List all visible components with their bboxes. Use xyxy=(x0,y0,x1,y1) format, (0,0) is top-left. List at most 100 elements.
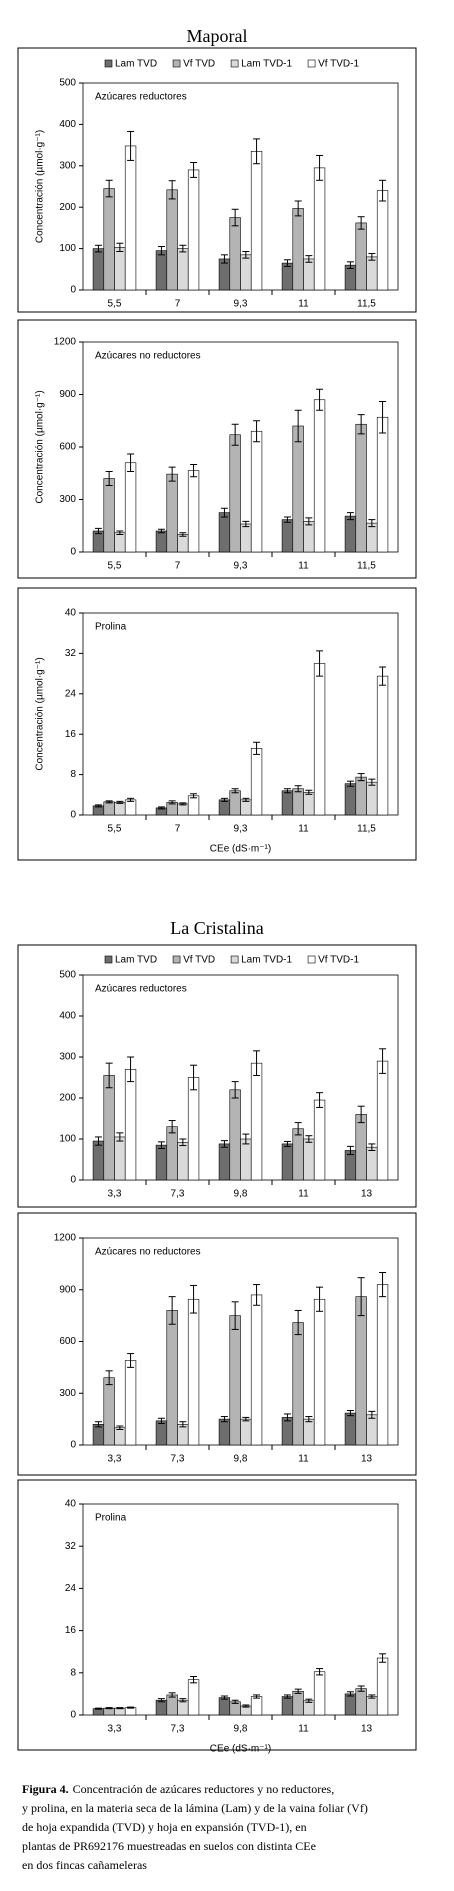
error-bar xyxy=(283,1140,291,1147)
error-bar xyxy=(346,512,354,521)
legend-label: Vf TVD-1 xyxy=(318,955,359,966)
bar xyxy=(187,169,200,291)
bar xyxy=(103,1075,115,1181)
x-tick-label: 7,3 xyxy=(171,1724,185,1735)
error-bar xyxy=(94,527,102,535)
error-bar xyxy=(179,1138,187,1147)
bar xyxy=(218,799,231,816)
error-bar xyxy=(220,1695,228,1700)
legend-swatch xyxy=(104,955,113,964)
bar xyxy=(240,523,252,553)
y-tick-label: 0 xyxy=(70,1175,76,1186)
error-bar xyxy=(368,778,376,786)
bar xyxy=(155,1699,168,1716)
error-bar xyxy=(179,1421,187,1428)
y-tick-label: 0 xyxy=(70,810,76,821)
legend-swatch xyxy=(230,59,239,68)
error-bar xyxy=(105,1062,113,1089)
y-tick-label: 900 xyxy=(59,1284,76,1295)
y-tick-label: 200 xyxy=(59,1093,76,1104)
bar xyxy=(114,802,126,816)
legend-label: Lam TVD xyxy=(115,955,157,966)
bar xyxy=(250,1696,263,1716)
bar xyxy=(177,1424,189,1446)
error-bar xyxy=(116,530,124,535)
x-tick-label: 13 xyxy=(361,1724,373,1735)
bar xyxy=(313,167,326,291)
x-tick-label: 11 xyxy=(298,824,309,835)
bar xyxy=(229,790,241,816)
bar xyxy=(187,1077,200,1181)
caption-label: Figura 4. xyxy=(22,1782,69,1796)
legend-label: Vf TVD xyxy=(183,955,215,966)
error-bar xyxy=(253,1050,261,1076)
error-bar xyxy=(168,1692,176,1698)
bar xyxy=(313,1671,326,1716)
error-bar xyxy=(242,797,250,802)
legend-swatch xyxy=(104,59,113,68)
chart-frame xyxy=(17,47,417,313)
bar xyxy=(166,1694,178,1716)
legend-swatch xyxy=(230,955,239,964)
error-bar xyxy=(220,1416,228,1423)
error-bar xyxy=(220,1140,228,1148)
bar xyxy=(250,151,263,291)
y-tick-label: 500 xyxy=(59,970,76,981)
x-tick-label: 5,5 xyxy=(108,299,122,310)
error-bar xyxy=(179,802,187,806)
error-bar xyxy=(346,1410,354,1417)
error-bar xyxy=(190,464,198,478)
error-bar xyxy=(368,519,376,528)
error-bar xyxy=(179,532,187,537)
error-bar xyxy=(231,208,239,227)
bar xyxy=(103,1707,115,1716)
error-bar xyxy=(94,1707,102,1710)
legend-label: Vf TVD-1 xyxy=(318,59,359,70)
x-tick-label: 9,3 xyxy=(234,561,248,572)
bar xyxy=(292,1690,304,1716)
bar xyxy=(366,781,378,816)
error-bar xyxy=(316,1668,324,1676)
y-tick-label: 16 xyxy=(65,729,77,740)
y-tick-label: 400 xyxy=(59,119,76,130)
bar xyxy=(177,248,189,291)
error-bar xyxy=(294,1309,302,1336)
y-tick-label: 24 xyxy=(65,688,77,699)
error-bar xyxy=(379,179,387,202)
bar xyxy=(313,1298,326,1446)
x-tick-label: 11,5 xyxy=(357,561,376,572)
error-bar xyxy=(346,1145,354,1156)
bar xyxy=(240,799,252,816)
error-bar xyxy=(127,1353,135,1368)
bar xyxy=(155,250,168,291)
bar xyxy=(155,1144,168,1181)
y-tick-label: 8 xyxy=(70,1667,76,1678)
error-bar xyxy=(316,1092,324,1108)
bar xyxy=(344,515,357,553)
bar xyxy=(313,1099,326,1181)
bar xyxy=(376,1284,389,1446)
bar xyxy=(250,430,263,553)
error-bar xyxy=(283,259,291,267)
bar xyxy=(124,1360,137,1446)
chart-title: Azúcares reductores xyxy=(95,984,187,995)
y-tick-label: 300 xyxy=(59,1052,76,1063)
error-bar xyxy=(105,1707,113,1710)
bar xyxy=(366,256,378,291)
error-bar xyxy=(305,1698,313,1703)
bar xyxy=(313,399,326,553)
bar xyxy=(250,748,263,816)
bar xyxy=(218,1143,231,1181)
error-bar xyxy=(316,650,324,677)
bar xyxy=(229,434,241,553)
bar xyxy=(218,1697,231,1716)
bar xyxy=(355,1114,367,1181)
bar xyxy=(187,470,200,553)
y-axis-label: Concentración (µmol·g⁻¹) xyxy=(35,130,46,243)
bar xyxy=(103,801,115,816)
bar xyxy=(281,1696,294,1716)
bar xyxy=(292,788,304,816)
error-bar xyxy=(283,788,291,794)
bar xyxy=(240,1418,252,1446)
error-bar xyxy=(346,1691,354,1697)
